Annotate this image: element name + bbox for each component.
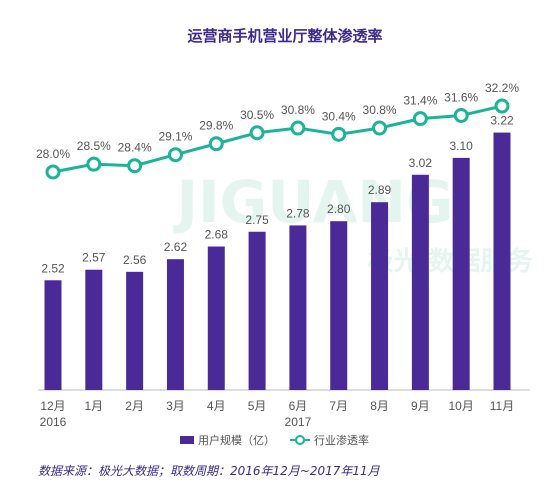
bar-6 bbox=[289, 225, 307, 390]
bar-5 bbox=[248, 231, 266, 390]
line-point-5 bbox=[249, 125, 265, 141]
bar-value-label: 2.80 bbox=[327, 202, 351, 216]
x-tick-label: 12月 bbox=[40, 399, 65, 413]
line-layer: 28.0% 28.5% 28.4% 29.1% 29.8% 30.5% 30.8% 30.4%… bbox=[36, 81, 519, 180]
x-tick-label: 4月 bbox=[207, 399, 226, 413]
x-year-label: 2017 bbox=[285, 415, 312, 429]
x-tick-label: 7月 bbox=[329, 399, 348, 413]
legend-bar-swatch bbox=[180, 436, 194, 444]
line-point-4 bbox=[208, 136, 224, 152]
bar-7 bbox=[330, 221, 348, 390]
legend-bar-label: 用户规模（亿） bbox=[198, 433, 275, 447]
line-point-11 bbox=[494, 98, 510, 114]
bar-10 bbox=[452, 157, 470, 390]
line-value-label: 28.0% bbox=[36, 147, 70, 161]
line-point-0 bbox=[45, 164, 61, 180]
x-tick-label: 6月 bbox=[289, 399, 308, 413]
bar-9 bbox=[411, 174, 429, 390]
chart-title: 运营商手机营业厅整体渗透率 bbox=[187, 27, 382, 45]
x-tick-label: 10月 bbox=[449, 399, 474, 413]
bar-labels-layer: 2.52 2.57 2.56 2.62 2.68 2.75 2.78 2.80 2.89 3.02… bbox=[41, 114, 514, 276]
bar-11 bbox=[493, 132, 511, 390]
x-tick-label: 1月 bbox=[84, 399, 103, 413]
line-value-label: 32.2% bbox=[485, 81, 519, 95]
line-value-label: 30.4% bbox=[322, 109, 356, 123]
legend: 用户规模（亿） 行业渗透率 bbox=[180, 433, 369, 447]
bar-2 bbox=[126, 271, 144, 390]
bar-value-label: 2.56 bbox=[123, 253, 147, 267]
x-tick-label: 5月 bbox=[248, 399, 267, 413]
bar-value-label: 2.78 bbox=[286, 206, 310, 220]
bar-value-label: 2.57 bbox=[82, 251, 106, 265]
line-point-2 bbox=[127, 158, 143, 174]
bar-value-label: 2.52 bbox=[41, 261, 65, 275]
line-value-label: 30.8% bbox=[281, 103, 315, 117]
x-tick-label: 9月 bbox=[411, 399, 430, 413]
x-tick-label: 8月 bbox=[370, 399, 389, 413]
line-value-label: 28.4% bbox=[118, 141, 152, 155]
x-tick-label: 2月 bbox=[125, 399, 144, 413]
line-value-label: 29.1% bbox=[158, 130, 192, 144]
line-point-8 bbox=[372, 120, 388, 136]
x-axis-ticks: 12月 1月 2月 3月 4月 5月 6月 7月 8月 9月 10月 11月 2016 2017 bbox=[40, 399, 515, 429]
line-point-1 bbox=[86, 156, 102, 172]
bar-value-label: 2.75 bbox=[245, 213, 269, 227]
bar-value-label: 3.22 bbox=[490, 114, 514, 128]
line-point-9 bbox=[412, 111, 428, 127]
bars-layer bbox=[44, 132, 511, 390]
line-point-3 bbox=[167, 147, 183, 163]
line-value-label: 31.4% bbox=[403, 94, 437, 108]
line-point-6 bbox=[290, 120, 306, 136]
bar-0 bbox=[44, 280, 62, 390]
x-tick-label: 3月 bbox=[166, 399, 185, 413]
x-year-label: 2016 bbox=[40, 415, 67, 429]
bar-value-label: 2.89 bbox=[368, 183, 392, 197]
line-value-label: 28.5% bbox=[77, 139, 111, 153]
line-value-label: 30.8% bbox=[363, 103, 397, 117]
watermark: JIGUANG 极光 数据服务 bbox=[172, 168, 532, 277]
line-value-label: 29.8% bbox=[199, 119, 233, 133]
source-note: 数据来源：极光大数据；取数周期：2016年12月~2017年11月 bbox=[38, 464, 381, 478]
legend-line-label: 行业渗透率 bbox=[314, 433, 369, 447]
watermark-brand-en: JIGUANG bbox=[172, 168, 453, 236]
bar-value-label: 3.02 bbox=[409, 156, 433, 170]
bar-3 bbox=[166, 259, 184, 390]
line-value-label: 31.6% bbox=[444, 90, 478, 104]
x-tick-label: 11月 bbox=[490, 399, 514, 413]
line-point-7 bbox=[331, 126, 347, 142]
bar-value-label: 3.10 bbox=[450, 139, 474, 153]
bar-1 bbox=[85, 269, 103, 390]
bar-8 bbox=[371, 202, 389, 390]
line-point-10 bbox=[453, 107, 469, 123]
bar-value-label: 2.62 bbox=[164, 240, 188, 254]
bar-4 bbox=[207, 246, 225, 390]
legend-line-marker bbox=[295, 435, 305, 445]
bar-value-label: 2.68 bbox=[205, 228, 229, 242]
line-value-label: 30.5% bbox=[240, 108, 274, 122]
penetration-line bbox=[52, 104, 503, 174]
